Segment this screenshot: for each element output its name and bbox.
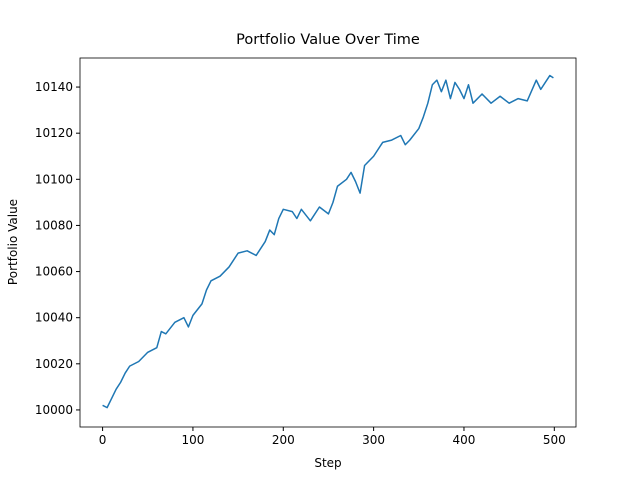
plot-frame: [79, 57, 577, 428]
y-tick-label: 10060: [35, 265, 73, 279]
y-tick-label: 10040: [35, 311, 73, 325]
y-tick-label: 10080: [35, 218, 73, 232]
y-tick-label: 10120: [35, 126, 73, 140]
y-axis-label: Portfolio Value: [6, 199, 20, 285]
x-tick-label: 400: [453, 433, 476, 447]
line: [102, 74, 554, 409]
x-tick-label: 500: [543, 433, 566, 447]
y-tick-label: 10000: [35, 403, 73, 417]
x-tick-label: 200: [272, 433, 295, 447]
y-tick-label: 10100: [35, 172, 73, 186]
x-tick-label: 100: [181, 433, 204, 447]
x-axis-label: Step: [314, 456, 341, 470]
x-tick-label: 0: [99, 433, 107, 447]
y-tick-label: 10140: [35, 80, 73, 94]
chart-title: Portfolio Value Over Time: [236, 32, 420, 48]
x-tick-label: 300: [362, 433, 385, 447]
y-tick-label: 10020: [35, 357, 73, 371]
